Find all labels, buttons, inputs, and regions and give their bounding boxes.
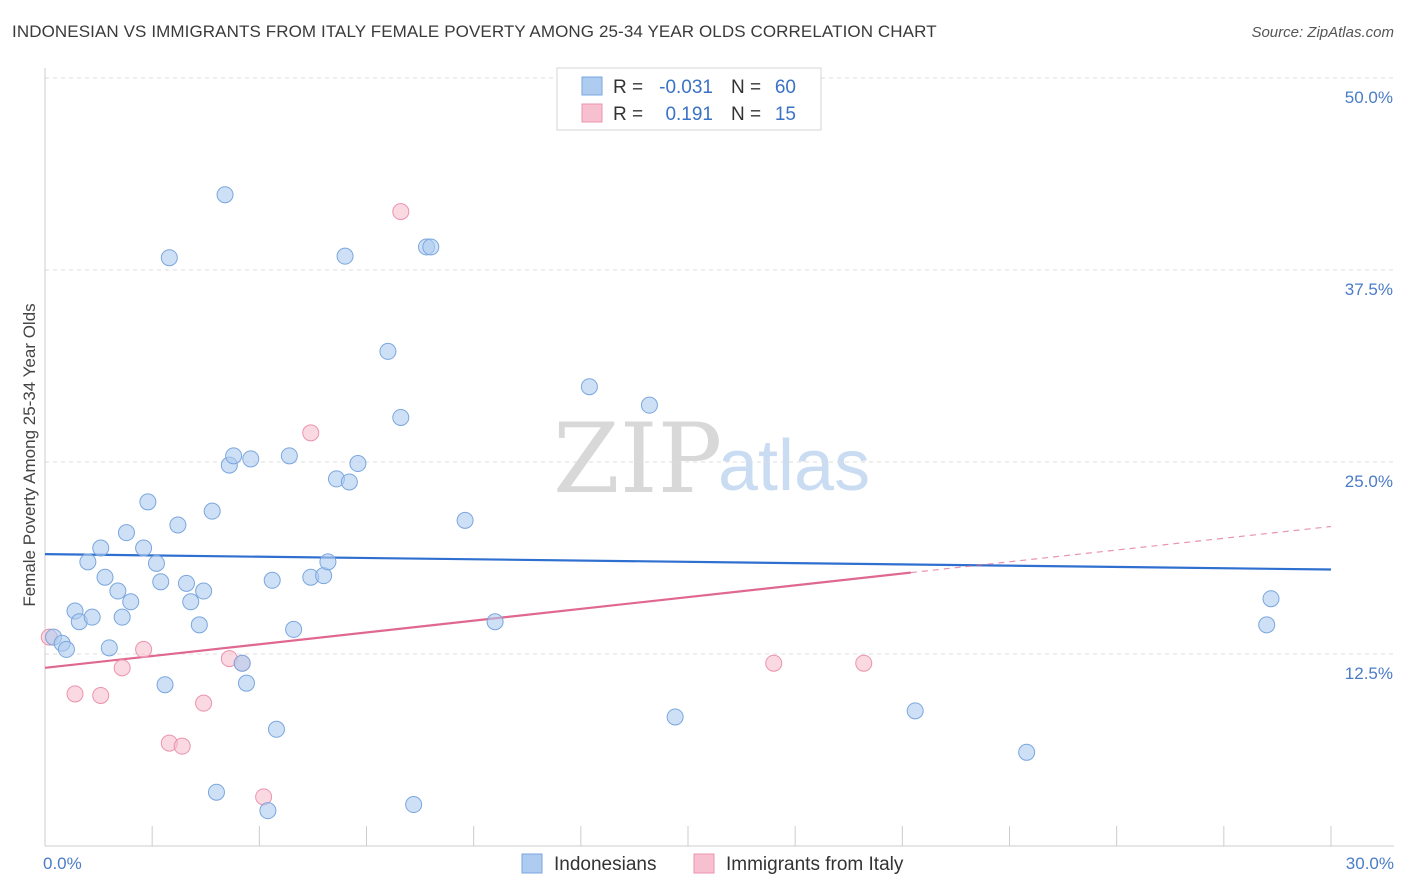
point-indonesians: [456, 511, 474, 529]
point-italy: [302, 424, 320, 442]
point-indonesians: [580, 378, 598, 396]
legend-r-value-1: -0.031: [659, 77, 713, 98]
trend-line-italy: [44, 571, 912, 669]
point-indonesians: [392, 408, 410, 426]
point-italy: [92, 686, 110, 704]
y-axis-label: Female Poverty Among 25-34 Year Olds: [20, 303, 39, 606]
legend-r-label-2: R =: [613, 104, 643, 125]
source-label: Source: ZipAtlas.com: [1251, 24, 1394, 41]
legend-n-value-2: 15: [775, 104, 796, 125]
point-indonesians: [666, 708, 684, 726]
point-indonesians: [285, 620, 303, 638]
point-indonesians: [225, 447, 243, 465]
point-indonesians: [1262, 590, 1280, 608]
x-tick-label-max: 30.0%: [1346, 854, 1394, 873]
point-indonesians: [57, 640, 75, 658]
legend-swatch-italy: [581, 103, 603, 123]
chart-title: INDONESIAN VS IMMIGRANTS FROM ITALY FEMA…: [12, 22, 937, 41]
point-indonesians: [113, 608, 131, 626]
bottom-swatch-italy: [693, 853, 715, 874]
point-indonesians: [83, 608, 101, 626]
bottom-swatch-indonesians: [521, 853, 543, 874]
y-tick-label: 12.5%: [1345, 664, 1393, 683]
point-indonesians: [379, 342, 397, 360]
point-indonesians: [280, 447, 298, 465]
point-indonesians: [203, 502, 221, 520]
y-tick-label: 37.5%: [1345, 280, 1393, 299]
point-indonesians: [147, 554, 165, 572]
point-indonesians: [156, 676, 174, 694]
point-indonesians: [92, 539, 110, 557]
trend-lines: [44, 525, 1332, 669]
legend-italy: Immigrants from Italy: [726, 854, 904, 875]
point-italy: [135, 640, 153, 658]
point-indonesians: [237, 674, 255, 692]
point-indonesians: [336, 247, 354, 265]
x-tick-labels: 0.0% 30.0%: [43, 854, 1394, 873]
point-indonesians: [152, 573, 170, 591]
point-indonesians: [242, 450, 260, 468]
point-indonesians: [640, 396, 658, 414]
scatter-points: [40, 186, 1280, 820]
point-italy: [113, 659, 131, 677]
point-indonesians: [207, 783, 225, 801]
trend-line-italy-extrapolated: [910, 525, 1332, 574]
point-indonesians: [263, 571, 281, 589]
axes: [44, 68, 1394, 847]
legend-r-label-1: R =: [613, 77, 643, 98]
point-indonesians: [177, 574, 195, 592]
point-indonesians: [117, 524, 135, 542]
point-indonesians: [139, 493, 157, 511]
point-indonesians: [169, 516, 187, 534]
point-indonesians: [259, 802, 277, 820]
x-tick-label-min: 0.0%: [43, 854, 82, 873]
point-indonesians: [1018, 743, 1036, 761]
y-tick-label: 50.0%: [1345, 88, 1393, 107]
point-indonesians: [349, 455, 367, 473]
legend-swatch-indonesians: [581, 76, 603, 96]
point-indonesians: [486, 613, 504, 631]
point-italy: [765, 654, 783, 672]
point-italy: [392, 203, 410, 221]
point-indonesians: [233, 654, 251, 672]
stats-legend: R = -0.031 N = 60 R = 0.191 N = 15: [556, 67, 822, 131]
point-indonesians: [190, 616, 208, 634]
point-indonesians: [109, 582, 127, 600]
watermark-atlas: atlas: [718, 426, 870, 506]
series-legend: Indonesians Immigrants from Italy: [521, 853, 904, 875]
point-indonesians: [195, 582, 213, 600]
point-indonesians: [340, 473, 358, 491]
y-tick-labels: 12.5% 25.0% 37.5% 50.0%: [1345, 88, 1393, 683]
point-indonesians: [267, 720, 285, 738]
watermark-zip: ZIP: [553, 403, 722, 515]
point-italy: [195, 694, 213, 712]
point-indonesians: [906, 702, 924, 720]
point-indonesians: [422, 238, 440, 256]
point-italy: [66, 685, 84, 703]
legend-indonesians: Indonesians: [554, 854, 656, 875]
legend-n-label-1: N =: [731, 77, 761, 98]
point-indonesians: [122, 593, 140, 611]
point-indonesians: [216, 186, 234, 204]
legend-n-value-1: 60: [775, 77, 796, 98]
y-tick-label: 25.0%: [1345, 472, 1393, 491]
point-indonesians: [182, 593, 200, 611]
point-indonesians: [79, 553, 97, 571]
point-italy: [855, 654, 873, 672]
legend-r-value-2: 0.191: [665, 104, 713, 125]
point-indonesians: [100, 639, 118, 657]
point-indonesians: [135, 539, 153, 557]
point-italy: [173, 737, 191, 755]
trend-line-indonesians: [44, 553, 1332, 571]
legend-n-label-2: N =: [731, 104, 761, 125]
point-indonesians: [160, 249, 178, 267]
point-indonesians: [319, 553, 337, 571]
point-indonesians: [405, 796, 423, 814]
point-indonesians: [96, 568, 114, 586]
point-indonesians: [1258, 616, 1276, 634]
